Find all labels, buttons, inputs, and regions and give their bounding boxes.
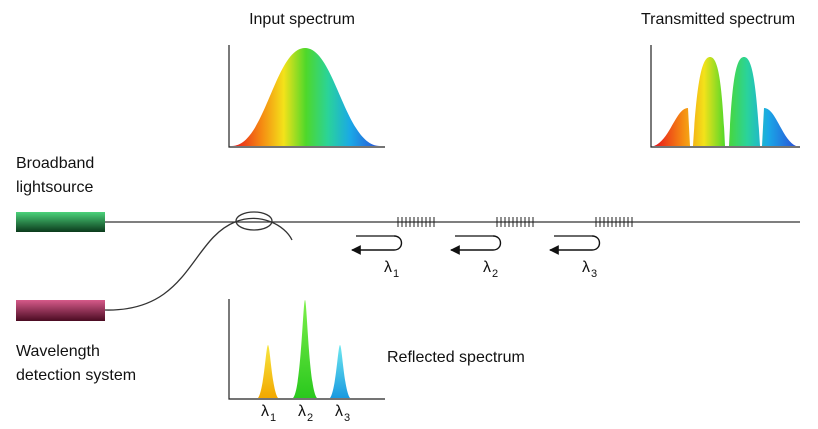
- lambda: λ: [483, 259, 491, 276]
- peak: [258, 345, 278, 398]
- peak: [330, 345, 350, 398]
- spectrum: [232, 48, 380, 146]
- reflection-arrow: [549, 235, 601, 255]
- lambda-index: 1: [393, 268, 399, 280]
- axis: [650, 45, 800, 148]
- lambda: λ: [582, 259, 590, 276]
- lambda: λ: [298, 403, 306, 420]
- lambda: λ: [335, 403, 343, 420]
- lambda-index: 2: [492, 268, 498, 280]
- reflection-arrow: [450, 235, 502, 255]
- title: Transmitted spectrum: [641, 11, 795, 28]
- reflection-arrow: [351, 235, 403, 255]
- title: Input spectrum: [249, 11, 355, 28]
- lambda-index: 1: [270, 412, 276, 424]
- axis: [228, 45, 385, 148]
- label: Broadband: [16, 155, 94, 172]
- label: lightsource: [16, 179, 93, 196]
- axis: [228, 299, 385, 400]
- peak: [293, 300, 317, 398]
- detector: [16, 300, 105, 321]
- lambda-index: 3: [591, 268, 597, 280]
- label: detection system: [16, 367, 136, 384]
- label: Wavelength: [16, 343, 100, 360]
- spectrum: [654, 57, 796, 146]
- coupler: [235, 211, 273, 231]
- lambda: λ: [384, 259, 392, 276]
- lambda-index: 2: [307, 412, 313, 424]
- title: Reflected spectrum: [387, 349, 525, 366]
- lambda: λ: [261, 403, 269, 420]
- fiber: [104, 217, 293, 311]
- lightsource: [16, 212, 105, 232]
- lambda-index: 3: [344, 412, 350, 424]
